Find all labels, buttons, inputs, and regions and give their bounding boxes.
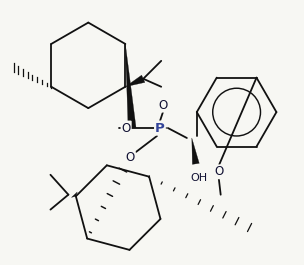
Polygon shape — [125, 75, 145, 87]
Text: P: P — [155, 122, 165, 135]
Polygon shape — [192, 138, 199, 164]
Text: O: O — [122, 122, 131, 135]
Polygon shape — [71, 192, 77, 197]
Polygon shape — [125, 44, 136, 128]
Text: O: O — [214, 165, 223, 178]
Text: O: O — [158, 99, 168, 112]
Text: O: O — [126, 151, 135, 164]
Text: OH: OH — [190, 173, 207, 183]
